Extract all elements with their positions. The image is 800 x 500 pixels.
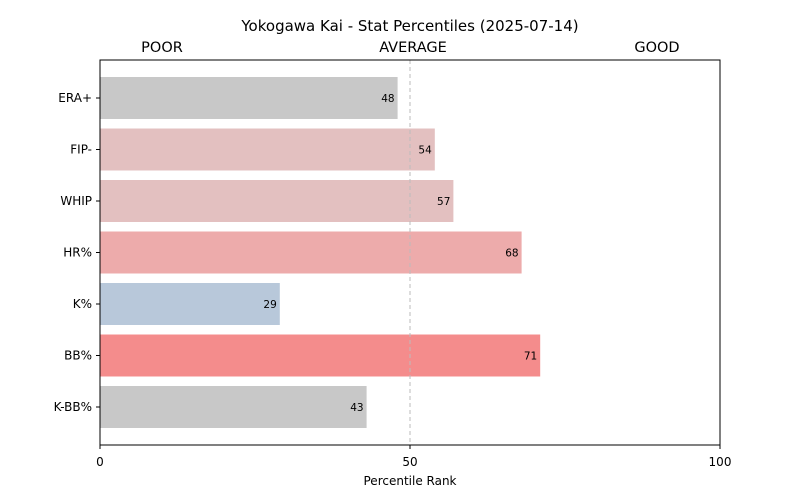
bar-hr-pct xyxy=(100,231,522,274)
y-tick-label-era-plus: ERA+ xyxy=(58,91,92,105)
bar-era-plus xyxy=(100,77,398,119)
bar-value-label-fip: 54 xyxy=(418,145,432,157)
header-label-good: GOOD xyxy=(634,40,679,56)
bar-k-bb-pct xyxy=(100,386,367,428)
header-label-average: AVERAGE xyxy=(379,40,447,56)
bar-value-label-k-pct: 29 xyxy=(263,299,276,311)
x-tick-label-0: 0 xyxy=(96,455,104,469)
x-tick-label-100: 100 xyxy=(709,455,732,469)
y-tick-label-fip: FIP- xyxy=(70,143,92,157)
y-tick-label-k-bb-pct: K-BB% xyxy=(54,400,92,414)
y-tick-label-hr-pct: HR% xyxy=(63,246,92,260)
bar-value-label-bb-pct: 71 xyxy=(524,351,537,363)
x-axis-label: Percentile Rank xyxy=(364,474,457,488)
bar-value-label-era-plus: 48 xyxy=(381,93,394,105)
bar-k-pct xyxy=(100,283,280,325)
bar-bb-pct xyxy=(100,334,541,377)
bar-value-label-whip: 57 xyxy=(437,196,450,208)
bar-whip xyxy=(100,180,454,222)
x-tick-label-50: 50 xyxy=(402,455,417,469)
y-tick-label-whip: WHIP xyxy=(60,194,92,208)
y-tick-label-k-pct: K% xyxy=(73,297,92,311)
bar-value-label-hr-pct: 68 xyxy=(505,248,518,260)
header-label-poor: POOR xyxy=(141,40,183,56)
bar-value-label-k-bb-pct: 43 xyxy=(350,402,363,414)
chart-title: Yokogawa Kai - Stat Percentiles (2025-07… xyxy=(240,17,578,35)
y-tick-label-bb-pct: BB% xyxy=(64,349,92,363)
bar-fip xyxy=(100,128,435,171)
